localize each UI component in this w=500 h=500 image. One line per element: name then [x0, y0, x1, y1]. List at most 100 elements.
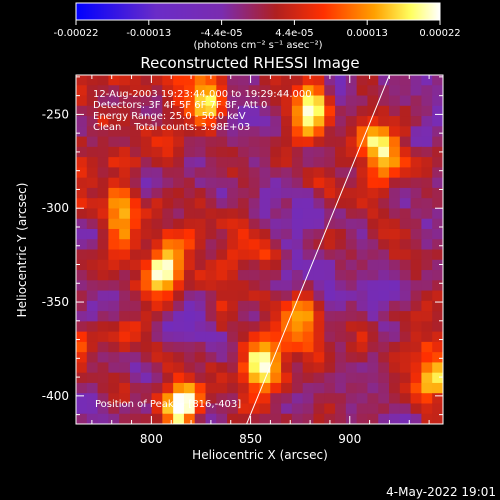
- heatmap-cell: [270, 177, 282, 189]
- heatmap-cell: [183, 362, 196, 374]
- heatmap-cell: [216, 403, 228, 415]
- heatmap-cell: [227, 146, 239, 158]
- heatmap-cell: [291, 116, 304, 127]
- heatmap-cell: [367, 75, 379, 86]
- heatmap-cell: [259, 146, 271, 158]
- heatmap-cell: [324, 198, 336, 210]
- heatmap-cell: [356, 105, 369, 117]
- heatmap-cell: [270, 403, 282, 415]
- heatmap-cell: [108, 270, 120, 281]
- heatmap-cell: [399, 95, 412, 107]
- heatmap-cell: [140, 136, 153, 148]
- heatmap-cell: [119, 116, 131, 127]
- heatmap-cell: [345, 372, 358, 384]
- heatmap-cell: [151, 321, 163, 333]
- heatmap-cell: [335, 362, 347, 374]
- heatmap-cell: [162, 95, 174, 107]
- heatmap-cell: [367, 218, 379, 230]
- heatmap-cell: [237, 341, 250, 353]
- heatmap-cell: [76, 372, 88, 384]
- heatmap-cell: [86, 105, 99, 117]
- heatmap-cell: [86, 372, 99, 384]
- heatmap-cell: [237, 75, 250, 86]
- heatmap-cell: [345, 321, 358, 333]
- heatmap-cell: [302, 208, 315, 220]
- heatmap-cell: [248, 290, 261, 302]
- heatmap-cell: [335, 259, 347, 271]
- heatmap-cell: [97, 187, 109, 199]
- heatmap-cell: [97, 280, 109, 292]
- heatmap-cell: [421, 393, 433, 405]
- heatmap-cell: [324, 331, 336, 343]
- heatmap-cell: [432, 341, 443, 353]
- heatmap-cell: [97, 157, 109, 168]
- heatmap-cell: [237, 239, 250, 251]
- heatmap-cell: [399, 198, 412, 210]
- heatmap-cell: [302, 239, 315, 251]
- heatmap-cell: [399, 321, 412, 333]
- heatmap-cell: [76, 239, 88, 251]
- heatmap-cell: [313, 372, 325, 384]
- heatmap-cell: [281, 341, 293, 353]
- heatmap-cell: [421, 167, 433, 179]
- heatmap-cell: [86, 270, 99, 281]
- heatmap-cell: [162, 157, 174, 168]
- heatmap-cell: [216, 331, 228, 343]
- heatmap-cell: [345, 311, 358, 322]
- heatmap-cell: [324, 341, 336, 353]
- heatmap-cell: [86, 403, 99, 415]
- heatmap-cell: [86, 259, 99, 271]
- heatmap-cell: [389, 198, 401, 210]
- heatmap-cell: [410, 167, 423, 179]
- heatmap-cell: [345, 352, 358, 364]
- heatmap-cell: [291, 413, 304, 424]
- heatmap-cell: [237, 413, 250, 424]
- heatmap-cell: [281, 146, 293, 158]
- heatmap-cell: [281, 157, 293, 168]
- heatmap-cell: [151, 280, 163, 292]
- heatmap-cell: [97, 198, 109, 210]
- heatmap-cell: [410, 403, 423, 415]
- heatmap-cell: [389, 75, 401, 86]
- heatmap-cell: [237, 126, 250, 138]
- heatmap-cell: [335, 85, 347, 97]
- heatmap-cell: [302, 177, 315, 189]
- y-tick-label: -350: [42, 295, 69, 309]
- heatmap-cell: [356, 393, 369, 405]
- heatmap-cell: [399, 249, 412, 261]
- heatmap-cell: [291, 177, 304, 189]
- heatmap-cell: [173, 300, 185, 312]
- heatmap-cell: [324, 157, 336, 168]
- x-tick-label: 900: [338, 432, 361, 446]
- heatmap-cell: [399, 393, 412, 405]
- heatmap-cell: [281, 362, 293, 374]
- heatmap-cell: [205, 218, 217, 230]
- heatmap-cell: [324, 393, 336, 405]
- heatmap-cell: [129, 249, 142, 261]
- heatmap-cell: [162, 146, 174, 158]
- heatmap-cell: [140, 239, 153, 251]
- x-tick-label: 850: [239, 432, 262, 446]
- heatmap-cell: [151, 259, 163, 271]
- heatmap-cell: [421, 146, 433, 158]
- heatmap-cell: [421, 239, 433, 251]
- heatmap-cell: [151, 146, 163, 158]
- heatmap-cell: [227, 331, 239, 343]
- heatmap-cell: [389, 85, 401, 97]
- heatmap-cell: [248, 116, 261, 127]
- heatmap-cell: [216, 198, 228, 210]
- heatmap-cell: [324, 249, 336, 261]
- heatmap-cell: [129, 280, 142, 292]
- heatmap-cell: [259, 136, 271, 148]
- heatmap-cell: [97, 218, 109, 230]
- x-tick-label: 800: [140, 432, 163, 446]
- heatmap-cell: [324, 177, 336, 189]
- heatmap-cell: [313, 167, 325, 179]
- heatmap-cell: [216, 249, 228, 261]
- heatmap-cell: [183, 341, 196, 353]
- heatmap-cell: [432, 382, 443, 394]
- heatmap-cell: [129, 75, 142, 86]
- heatmap-cell: [281, 126, 293, 138]
- heatmap-cell: [162, 290, 174, 302]
- heatmap-cell: [108, 136, 120, 148]
